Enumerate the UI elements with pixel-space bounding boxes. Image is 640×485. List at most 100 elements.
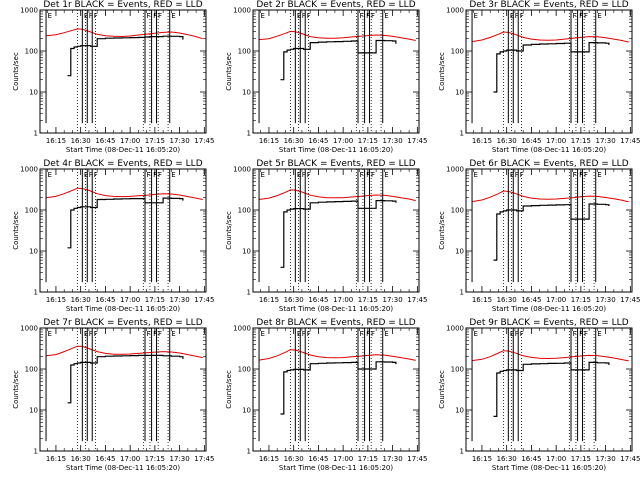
x-axis-label: Start Time (08-Dec-11 16:05:20): [66, 146, 180, 154]
flag-label: F: [359, 330, 363, 338]
flag-label: F: [302, 330, 306, 338]
x-tick-label: 17:30: [596, 137, 616, 145]
flag-label: F: [153, 171, 157, 179]
plot-frame: [39, 9, 207, 134]
series-lld-line: [45, 345, 203, 359]
series-lld-line: [258, 30, 416, 41]
y-tick-label: 100: [238, 207, 251, 215]
y-axis-label: Counts/sec: [225, 211, 233, 250]
plot-frame: [252, 168, 420, 293]
x-tick-label: 16:30: [71, 455, 91, 463]
flag-label: F: [307, 330, 311, 338]
flag-label: F: [94, 12, 98, 20]
chart-panel-4: Det 4r BLACK = Events, RED = LLD 1 10 100 10…: [12, 159, 214, 313]
x-tick-label: 17:00: [120, 137, 140, 145]
flag-label: F: [371, 171, 375, 179]
x-tick-label: 17:00: [120, 455, 140, 463]
flag-label: F: [158, 171, 162, 179]
flag-label: E: [48, 12, 52, 20]
x-tick-label: 17:00: [333, 455, 353, 463]
x-axis-label: Start Time (08-Dec-11 16:05:20): [279, 305, 393, 313]
x-tick-label: 17:30: [383, 455, 403, 463]
flag-label: E: [297, 171, 301, 179]
flag-label: E: [384, 330, 388, 338]
flag-label: E: [171, 330, 175, 338]
flag-label: E: [597, 171, 601, 179]
y-tick-label: 1000: [446, 325, 464, 333]
series-lld-line: [471, 190, 629, 203]
chart-title: Det 2r BLACK = Events, RED = LLD: [256, 0, 415, 10]
y-axis-label: Counts/sec: [438, 211, 446, 250]
flag-label: F: [515, 330, 519, 338]
x-tick-label: 17:30: [170, 137, 190, 145]
x-tick-label: 16:15: [472, 455, 492, 463]
chart-title: Det 4r BLACK = Events, RED = LLD: [43, 159, 202, 169]
flag-label: E: [84, 171, 88, 179]
series-lld-line: [45, 28, 203, 40]
flag-label: E: [384, 12, 388, 20]
y-tick-label: 1000: [20, 7, 38, 15]
y-tick-label: 100: [451, 207, 464, 215]
flag-label: F: [371, 12, 375, 20]
flag-label: F: [146, 12, 150, 20]
y-tick-label: 100: [25, 366, 38, 374]
flag-label: E: [84, 12, 88, 20]
flag-label: E: [474, 330, 478, 338]
y-tick-label: 1000: [233, 166, 251, 174]
y-tick-label: 1: [34, 289, 38, 297]
flag-label: E: [261, 12, 265, 20]
flag-label: F: [302, 171, 306, 179]
flag-label: F: [584, 330, 588, 338]
x-tick-label: 17:30: [383, 137, 403, 145]
flag-label: F: [94, 330, 98, 338]
chart-title: Det 5r BLACK = Events, RED = LLD: [256, 159, 415, 169]
y-tick-label: 1000: [233, 7, 251, 15]
x-axis-label: Start Time (08-Dec-11 16:05:20): [279, 146, 393, 154]
flag-label: F: [366, 12, 370, 20]
plot-frame: [465, 9, 633, 134]
series-events-line: [493, 42, 610, 93]
series-events-line: [280, 200, 397, 268]
flag-label: F: [579, 12, 583, 20]
x-tick-label: 16:45: [95, 137, 115, 145]
x-tick-label: 17:30: [170, 455, 190, 463]
x-tick-label: 17:30: [596, 296, 616, 304]
y-tick-label: 100: [25, 207, 38, 215]
series-events-line: [67, 35, 184, 77]
flag-label: E: [171, 171, 175, 179]
x-tick-label: 17:30: [383, 296, 403, 304]
x-tick-label: 16:30: [71, 296, 91, 304]
x-tick-label: 16:30: [497, 137, 517, 145]
plot-frame: [252, 9, 420, 134]
y-tick-label: 1000: [20, 325, 38, 333]
x-tick-label: 16:15: [259, 455, 279, 463]
x-tick-label: 17:00: [333, 137, 353, 145]
y-axis-label: Counts/sec: [12, 211, 20, 250]
y-tick-label: 10: [455, 89, 464, 97]
x-tick-label: 16:30: [284, 137, 304, 145]
chart-panel-1: Det 1r BLACK = Events, RED = LLD 1 10 100 10…: [12, 0, 214, 154]
y-tick-label: 100: [238, 48, 251, 56]
plot-frame: [465, 327, 633, 452]
flag-label: F: [89, 330, 93, 338]
flag-label: E: [597, 12, 601, 20]
x-tick-label: 17:45: [620, 137, 640, 145]
y-tick-label: 1: [247, 130, 251, 138]
series-events-line: [67, 197, 184, 249]
x-tick-label: 17:15: [571, 455, 591, 463]
flag-label: F: [146, 330, 150, 338]
flag-label: F: [584, 12, 588, 20]
flag-label: E: [474, 171, 478, 179]
flag-label: F: [579, 330, 583, 338]
x-tick-label: 17:15: [145, 455, 165, 463]
y-axis-label: Counts/sec: [12, 370, 20, 409]
x-tick-label: 16:30: [284, 455, 304, 463]
y-tick-label: 1000: [446, 166, 464, 174]
y-tick-label: 10: [242, 407, 251, 415]
x-tick-label: 17:45: [194, 296, 214, 304]
x-tick-label: 17:45: [407, 137, 427, 145]
flag-label: F: [572, 12, 576, 20]
y-tick-label: 100: [451, 366, 464, 374]
chart-panel-3: Det 3r BLACK = Events, RED = LLD 1 10 100 10…: [438, 0, 640, 154]
chart-panel-7: Det 7r BLACK = Events, RED = LLD 1 10 100 10…: [12, 318, 214, 472]
